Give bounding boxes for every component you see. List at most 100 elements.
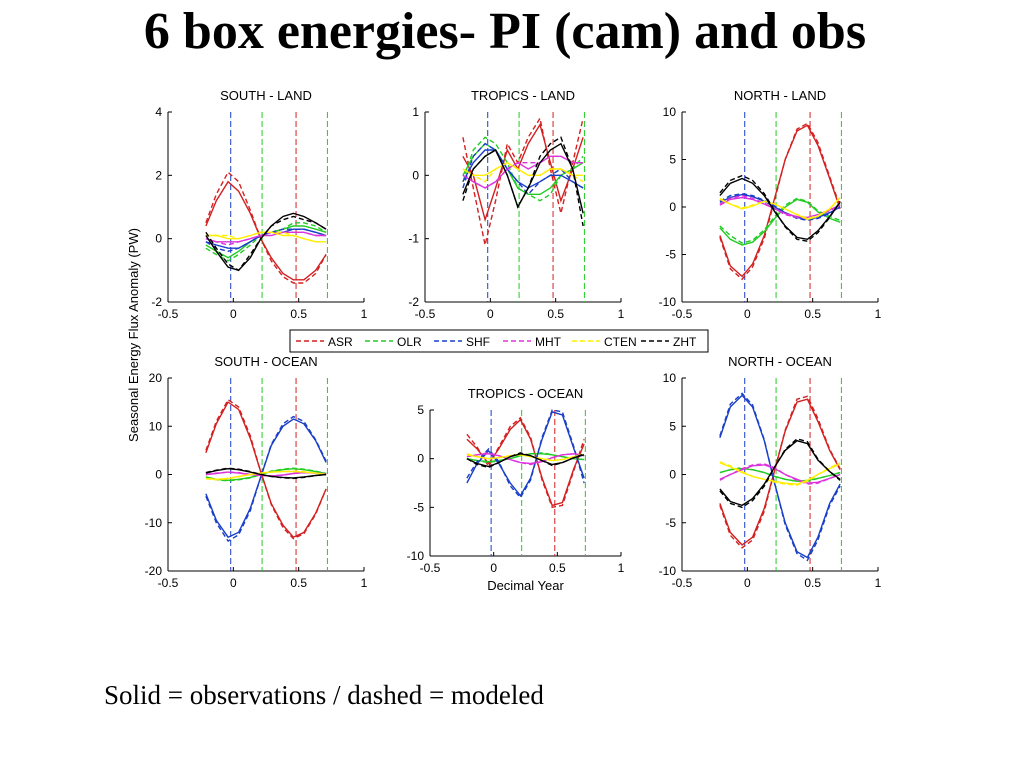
x-tick-label: -0.5 bbox=[420, 561, 441, 575]
legend-label-shf: SHF bbox=[466, 335, 490, 349]
legend: ASR OLR SHF MHT CTEN ZHT bbox=[289, 329, 709, 353]
legend-label-zht: ZHT bbox=[673, 335, 697, 349]
x-tick-label: 0.5 bbox=[290, 307, 307, 321]
series-zht-modeled bbox=[205, 467, 327, 480]
series-asr-modeled bbox=[466, 416, 585, 509]
panel-north-ocean: NORTH - OCEAN -0.5 0 0.5 1 -10 -5 0 5 10 bbox=[659, 354, 882, 590]
slide-title: 6 box energies- PI (cam) and obs bbox=[143, 3, 867, 60]
y-tick-label: 5 bbox=[669, 419, 676, 433]
series-zht-modeled bbox=[719, 174, 841, 242]
x-tick-label: -0.5 bbox=[158, 576, 179, 590]
y-tick-label: 0 bbox=[155, 232, 162, 246]
y-tick-label: 20 bbox=[149, 371, 163, 385]
series-zht-observed bbox=[462, 142, 584, 214]
y-tick-label: 0 bbox=[412, 168, 419, 182]
series-olr-modeled bbox=[205, 467, 327, 482]
series-shf-modeled bbox=[466, 409, 585, 499]
series-zht-modeled bbox=[205, 215, 327, 272]
y-tick-label: -10 bbox=[407, 549, 425, 563]
series-shf-modeled bbox=[719, 392, 841, 562]
panel-tropics-ocean: TROPICS - OCEAN -0.5 0 0.5 1 -10 -5 0 5 Decimal Y… bbox=[407, 386, 625, 593]
legend-label-asr: ASR bbox=[328, 335, 353, 349]
series-zht-observed bbox=[719, 177, 841, 241]
y-tick-label: 0 bbox=[155, 468, 162, 482]
series-olr-modeled bbox=[719, 466, 841, 482]
x-tick-label: 0.5 bbox=[804, 576, 821, 590]
y-tick-label: 10 bbox=[663, 105, 677, 119]
y-tick-label: -10 bbox=[145, 516, 163, 530]
panel-title: SOUTH - LAND bbox=[220, 88, 312, 103]
panel-north-land: NORTH - LAND -0.5 0 0.5 1 -10 -5 0 5 10 bbox=[659, 88, 882, 321]
series-shf-modeled bbox=[462, 142, 584, 196]
series-asr-observed bbox=[462, 122, 584, 223]
x-tick-label: -0.5 bbox=[672, 307, 693, 321]
legend-label-mht: MHT bbox=[535, 335, 562, 349]
series-mht-modeled bbox=[719, 463, 841, 485]
series-shf-modeled bbox=[205, 228, 327, 253]
y-tick-label: 10 bbox=[149, 419, 163, 433]
x-tick-label: 0 bbox=[230, 307, 237, 321]
series-asr-observed bbox=[205, 180, 327, 281]
x-tick-label: 0 bbox=[230, 576, 237, 590]
series-olr-modeled bbox=[719, 197, 841, 244]
y-tick-label: 5 bbox=[417, 403, 424, 417]
series-olr-observed bbox=[719, 467, 841, 483]
x-tick-label: 0.5 bbox=[549, 561, 566, 575]
series-olr-observed bbox=[719, 198, 841, 246]
series-cten-modeled bbox=[205, 231, 327, 243]
y-tick-label: -5 bbox=[665, 248, 676, 262]
series-cten-modeled bbox=[719, 461, 841, 486]
legend-label-olr: OLR bbox=[397, 335, 422, 349]
panel-south-land: SOUTH - LAND -0.5 0 0.5 1 -2 0 2 4 bbox=[151, 88, 367, 321]
x-tick-label: 1 bbox=[361, 576, 368, 590]
panel-title: NORTH - LAND bbox=[734, 88, 826, 103]
x-tick-label: -0.5 bbox=[672, 576, 693, 590]
x-tick-label: 0 bbox=[744, 576, 751, 590]
series-asr-modeled bbox=[462, 116, 584, 246]
series-cten-modeled bbox=[462, 161, 584, 183]
y-tick-label: 0 bbox=[669, 200, 676, 214]
x-axis-label: Decimal Year bbox=[487, 578, 564, 593]
x-tick-label: 0 bbox=[490, 561, 497, 575]
y-tick-label: -20 bbox=[145, 564, 163, 578]
series-cten-modeled bbox=[205, 470, 327, 481]
y-tick-label: -2 bbox=[408, 295, 419, 309]
shared-y-axis-label: Seasonal Energy Flux Anomaly (PW) bbox=[126, 228, 141, 442]
series-shf-modeled bbox=[719, 192, 841, 222]
x-tick-label: -0.5 bbox=[158, 307, 179, 321]
series-shf-observed bbox=[205, 418, 327, 539]
series-asr-modeled bbox=[205, 398, 327, 540]
series-mht-observed bbox=[205, 231, 327, 243]
series-mht-modeled bbox=[462, 155, 584, 189]
x-tick-label: 1 bbox=[618, 307, 625, 321]
panel-title: SOUTH - OCEAN bbox=[214, 354, 317, 369]
y-tick-label: 1 bbox=[412, 105, 419, 119]
x-tick-label: 1 bbox=[361, 307, 368, 321]
x-tick-label: 0 bbox=[744, 307, 751, 321]
series-zht-modeled bbox=[719, 438, 841, 509]
series-zht-modeled bbox=[466, 452, 585, 469]
x-tick-label: -0.5 bbox=[415, 307, 436, 321]
series-cten-modeled bbox=[719, 197, 841, 220]
y-tick-label: 5 bbox=[669, 153, 676, 167]
y-tick-label: -10 bbox=[659, 295, 677, 309]
series-mht-modeled bbox=[466, 452, 585, 466]
series-shf-observed bbox=[719, 394, 841, 559]
x-tick-label: 0.5 bbox=[547, 307, 564, 321]
x-tick-label: 1 bbox=[875, 576, 882, 590]
x-tick-label: 0.5 bbox=[804, 307, 821, 321]
series-asr-observed bbox=[719, 124, 841, 278]
y-tick-label: -5 bbox=[413, 500, 424, 514]
y-tick-label: -2 bbox=[151, 295, 162, 309]
y-tick-label: -10 bbox=[659, 564, 677, 578]
y-tick-label: 4 bbox=[155, 105, 162, 119]
y-tick-label: 0 bbox=[669, 468, 676, 482]
panel-tropics-land: TROPICS - LAND -0.5 0 0.5 1 -2 -1 0 1 bbox=[408, 88, 624, 321]
y-tick-label: -5 bbox=[665, 516, 676, 530]
x-tick-label: 0 bbox=[487, 307, 494, 321]
x-tick-label: 1 bbox=[618, 561, 625, 575]
y-tick-label: -1 bbox=[408, 232, 419, 246]
y-tick-label: 10 bbox=[663, 371, 677, 385]
x-tick-label: 0.5 bbox=[290, 576, 307, 590]
